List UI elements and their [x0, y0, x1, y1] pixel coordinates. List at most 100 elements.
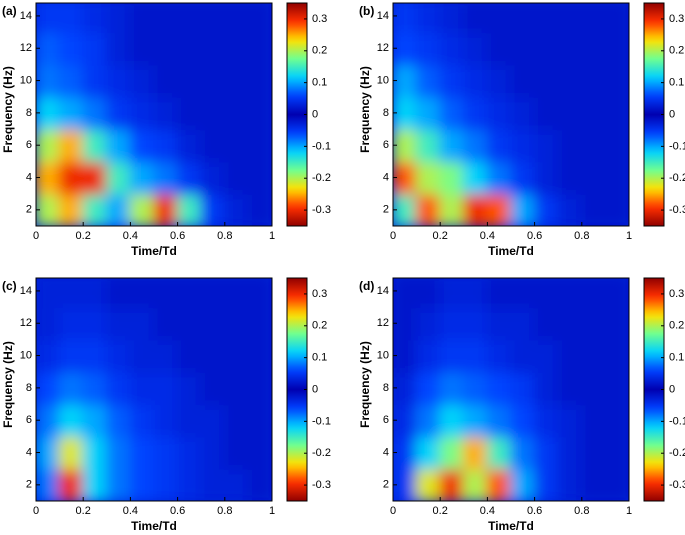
- colorbar-tick-label: 0: [669, 108, 675, 120]
- cell: [200, 3, 226, 34]
- y-axis-label: Frequency (Hz): [1, 341, 15, 428]
- cell: [223, 403, 250, 438]
- cell: [533, 63, 560, 98]
- cell: [486, 435, 512, 470]
- cell: [153, 63, 179, 98]
- cell: [415, 63, 442, 98]
- cell: [580, 95, 607, 131]
- cell: [415, 338, 442, 373]
- cell: [486, 370, 512, 406]
- cell: [557, 278, 583, 309]
- cell: [58, 403, 85, 438]
- cell: [58, 95, 85, 131]
- cell: [105, 370, 132, 406]
- colorbar-tick-label: -0.2: [669, 447, 685, 459]
- cell: [223, 435, 250, 470]
- cell: [129, 467, 155, 501]
- cell: [58, 63, 85, 98]
- cell: [129, 95, 155, 131]
- x-tick-label: 0: [33, 230, 39, 242]
- cell: [176, 278, 203, 309]
- cell: [580, 3, 607, 34]
- cell: [510, 192, 536, 226]
- y-tick-label: 4: [383, 446, 389, 458]
- cell: [439, 338, 465, 373]
- cell: [82, 370, 108, 406]
- colorbar-tick-label: 0: [312, 383, 318, 395]
- y-tick-label: 2: [26, 204, 32, 216]
- y-tick-label: 10: [377, 349, 389, 361]
- cell: [580, 278, 607, 309]
- cell: [153, 467, 179, 501]
- cell: [439, 278, 465, 309]
- cell: [153, 278, 179, 309]
- cell: [58, 306, 85, 341]
- cell: [153, 403, 179, 438]
- cell: [247, 3, 272, 34]
- colorbar-tick-label: -0.3: [669, 204, 685, 216]
- cell: [247, 95, 272, 131]
- cell: [82, 31, 108, 66]
- cell: [462, 306, 489, 341]
- cell: [247, 370, 272, 406]
- cell: [486, 192, 512, 226]
- cell: [462, 128, 489, 163]
- axes-frame: [35, 277, 273, 502]
- cell: [604, 3, 629, 34]
- x-tick-label: 1: [269, 230, 275, 242]
- cell: [462, 3, 489, 34]
- cell: [247, 192, 272, 226]
- cell: [105, 63, 132, 98]
- cell: [486, 3, 512, 34]
- x-tick-label: 0.6: [527, 505, 542, 517]
- cell: [82, 403, 108, 438]
- cell: [129, 160, 155, 195]
- cell: [439, 128, 465, 163]
- y-tick-label: 12: [377, 42, 389, 54]
- cell: [82, 435, 108, 470]
- y-tick-label: 2: [26, 479, 32, 491]
- cell: [580, 128, 607, 163]
- cell: [82, 128, 108, 163]
- cell: [415, 3, 442, 34]
- heatmap-field: [36, 3, 272, 226]
- cell: [415, 192, 442, 226]
- cell: [510, 370, 536, 406]
- cell: [129, 31, 155, 66]
- x-tick-label: 0.8: [574, 230, 589, 242]
- cell: [486, 278, 512, 309]
- cell: [200, 192, 226, 226]
- cell: [105, 403, 132, 438]
- cell: [200, 403, 226, 438]
- colorbar-tick-label: -0.1: [312, 140, 331, 152]
- cell: [223, 63, 250, 98]
- cell: [393, 278, 418, 309]
- cell: [533, 3, 560, 34]
- x-tick-label: 0.4: [123, 230, 138, 242]
- cell: [557, 338, 583, 373]
- cell: [439, 160, 465, 195]
- cell: [393, 31, 418, 66]
- cell: [557, 160, 583, 195]
- y-tick-label: 12: [20, 42, 32, 54]
- cell: [58, 467, 85, 501]
- cell: [510, 403, 536, 438]
- x-tick-label: 0: [390, 505, 396, 517]
- cell: [557, 467, 583, 501]
- cell: [580, 160, 607, 195]
- x-tick-label: 0: [33, 505, 39, 517]
- cell: [580, 338, 607, 373]
- cell: [58, 338, 85, 373]
- cell: [200, 31, 226, 66]
- cell: [604, 95, 629, 131]
- cell: [223, 31, 250, 66]
- colorbar-tick-label: 0.1: [312, 352, 327, 364]
- y-tick-label: 10: [20, 349, 32, 361]
- cell: [36, 435, 61, 470]
- cell: [36, 95, 61, 131]
- cell: [580, 370, 607, 406]
- cell: [36, 128, 61, 163]
- cells: [393, 3, 629, 226]
- cell: [247, 128, 272, 163]
- cell: [153, 3, 179, 34]
